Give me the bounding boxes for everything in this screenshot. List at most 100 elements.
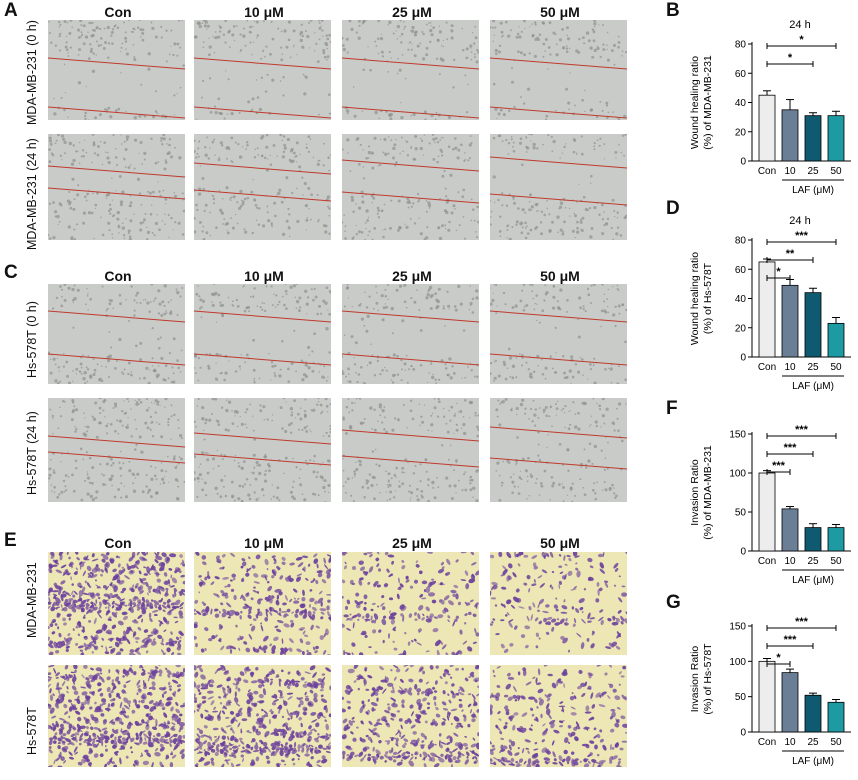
micrograph-e-hs-0 — [48, 665, 185, 767]
y-axis-label: Wound healing ratio — [689, 56, 701, 149]
micrograph-hs-0h-1 — [194, 284, 331, 384]
micrograph-e-hs-2 — [342, 665, 479, 767]
col-head-a-25: 25 μM — [342, 4, 482, 20]
panel-letter-a: A — [4, 0, 18, 22]
chart-title: 24 h — [789, 215, 810, 227]
row-label-hs-24h: Hs-578T (24 h) — [25, 411, 39, 495]
group-label: LAF (μM) — [792, 575, 834, 586]
row-label-e-mda: MDA-MB-231 — [25, 562, 39, 638]
x-tick-label: Con — [758, 166, 776, 177]
y-axis-label: (%) of Hs-578T — [702, 262, 714, 334]
y-tick-label: 80 — [735, 236, 747, 247]
bar-Con — [759, 473, 775, 551]
x-tick-label: 10 — [784, 362, 796, 373]
col-head-e-con: Con — [48, 535, 188, 551]
y-axis-label: Invasion Ratio — [689, 459, 701, 526]
bar-25 — [805, 695, 821, 732]
micrograph-e-mda-1 — [194, 552, 331, 655]
bar-25 — [805, 116, 821, 161]
y-tick-label: 150 — [729, 430, 746, 441]
y-tick-label: 20 — [735, 323, 747, 334]
y-tick-label: 150 — [729, 622, 746, 633]
y-tick-label: 50 — [735, 508, 747, 519]
sig-label: * — [776, 266, 781, 278]
col-head-c-10: 10 μM — [194, 268, 334, 284]
row-label-hs-0h: Hs-578T (0 h) — [25, 301, 39, 378]
y-tick-label: 60 — [735, 265, 747, 276]
micrograph-hs-0h-3 — [490, 284, 627, 384]
col-head-e-25: 25 μM — [342, 535, 482, 551]
x-tick-label: 10 — [784, 556, 796, 567]
sig-label: ** — [786, 248, 795, 260]
x-tick-label: 50 — [830, 166, 842, 177]
micrograph-mda-24h-3 — [490, 134, 627, 240]
sig-label: *** — [795, 616, 809, 628]
sig-label: *** — [795, 230, 809, 242]
row-label-mda-24h: MDA-MB-231 (24 h) — [25, 138, 39, 250]
y-axis-label: (%) of Hs-578T — [702, 643, 714, 715]
chart-f: Invasion Ratio(%) of MDA-MB-231 0 50 100 150… — [672, 408, 858, 594]
bar-10 — [782, 673, 798, 732]
micrograph-mda-0h-1 — [194, 20, 331, 120]
micrograph-hs-0h-0 — [48, 284, 185, 384]
x-tick-label: Con — [758, 556, 776, 567]
bar-25 — [805, 528, 821, 551]
sig-label: * — [799, 34, 804, 46]
col-head-e-50: 50 μM — [490, 535, 630, 551]
col-head-c-25: 25 μM — [342, 268, 482, 284]
y-tick-label: 0 — [740, 728, 746, 739]
micrograph-mda-0h-0 — [48, 20, 185, 120]
y-tick-label: 0 — [740, 353, 746, 364]
group-label: LAF (μM) — [792, 381, 834, 392]
y-axis-label: (%) of MDA-MB-231 — [702, 55, 714, 150]
x-tick-label: 10 — [784, 166, 796, 177]
y-tick-label: 100 — [729, 469, 746, 480]
micrograph-e-mda-3 — [490, 552, 627, 655]
y-tick-label: 20 — [735, 127, 747, 138]
micrograph-hs-24h-0 — [48, 398, 185, 502]
bar-10 — [782, 509, 798, 551]
micrograph-e-hs-1 — [194, 665, 331, 767]
y-tick-label: 40 — [735, 98, 747, 109]
sig-label: * — [788, 52, 793, 64]
y-tick-label: 0 — [740, 157, 746, 168]
x-tick-label: 25 — [807, 556, 819, 567]
x-tick-label: 25 — [807, 362, 819, 373]
y-axis-label: (%) of MDA-MB-231 — [702, 445, 714, 540]
group-label: LAF (μM) — [792, 756, 834, 767]
row-label-mda-0h: MDA-MB-231 (0 h) — [25, 20, 39, 125]
x-tick-label: 50 — [830, 556, 842, 567]
y-tick-label: 40 — [735, 294, 747, 305]
y-tick-label: 50 — [735, 692, 747, 703]
micrograph-mda-24h-0 — [48, 134, 185, 240]
x-tick-label: 50 — [830, 737, 842, 748]
col-head-a-con: Con — [48, 4, 188, 20]
bar-50 — [828, 528, 844, 551]
x-tick-label: Con — [758, 737, 776, 748]
y-axis-label: Wound healing ratio — [689, 252, 701, 345]
y-tick-label: 60 — [735, 69, 747, 80]
micrograph-hs-0h-2 — [342, 284, 479, 384]
micrograph-mda-0h-3 — [490, 20, 627, 120]
x-tick-label: Con — [758, 362, 776, 373]
y-tick-label: 0 — [740, 547, 746, 558]
sig-label: *** — [772, 460, 786, 472]
bar-Con — [759, 95, 775, 161]
chart-b: 24 h Wound healing ratio(%) of MDA-MB-231… — [672, 18, 858, 204]
bar-50 — [828, 702, 844, 732]
sig-label: *** — [784, 634, 798, 646]
bar-50 — [828, 323, 844, 357]
micrograph-e-mda-2 — [342, 552, 479, 655]
row-label-e-hs: Hs-578T — [25, 707, 39, 755]
chart-d: 24 h Wound healing ratio(%) of Hs-578T 0 20… — [672, 214, 858, 400]
micrograph-hs-24h-2 — [342, 398, 479, 502]
bar-10 — [782, 110, 798, 161]
bar-50 — [828, 116, 844, 161]
micrograph-hs-24h-1 — [194, 398, 331, 502]
group-label: LAF (μM) — [792, 185, 834, 196]
chart-title: 24 h — [789, 19, 810, 31]
bar-25 — [805, 293, 821, 357]
bar-Con — [759, 661, 775, 732]
y-axis-label: Invasion Ratio — [689, 646, 701, 713]
